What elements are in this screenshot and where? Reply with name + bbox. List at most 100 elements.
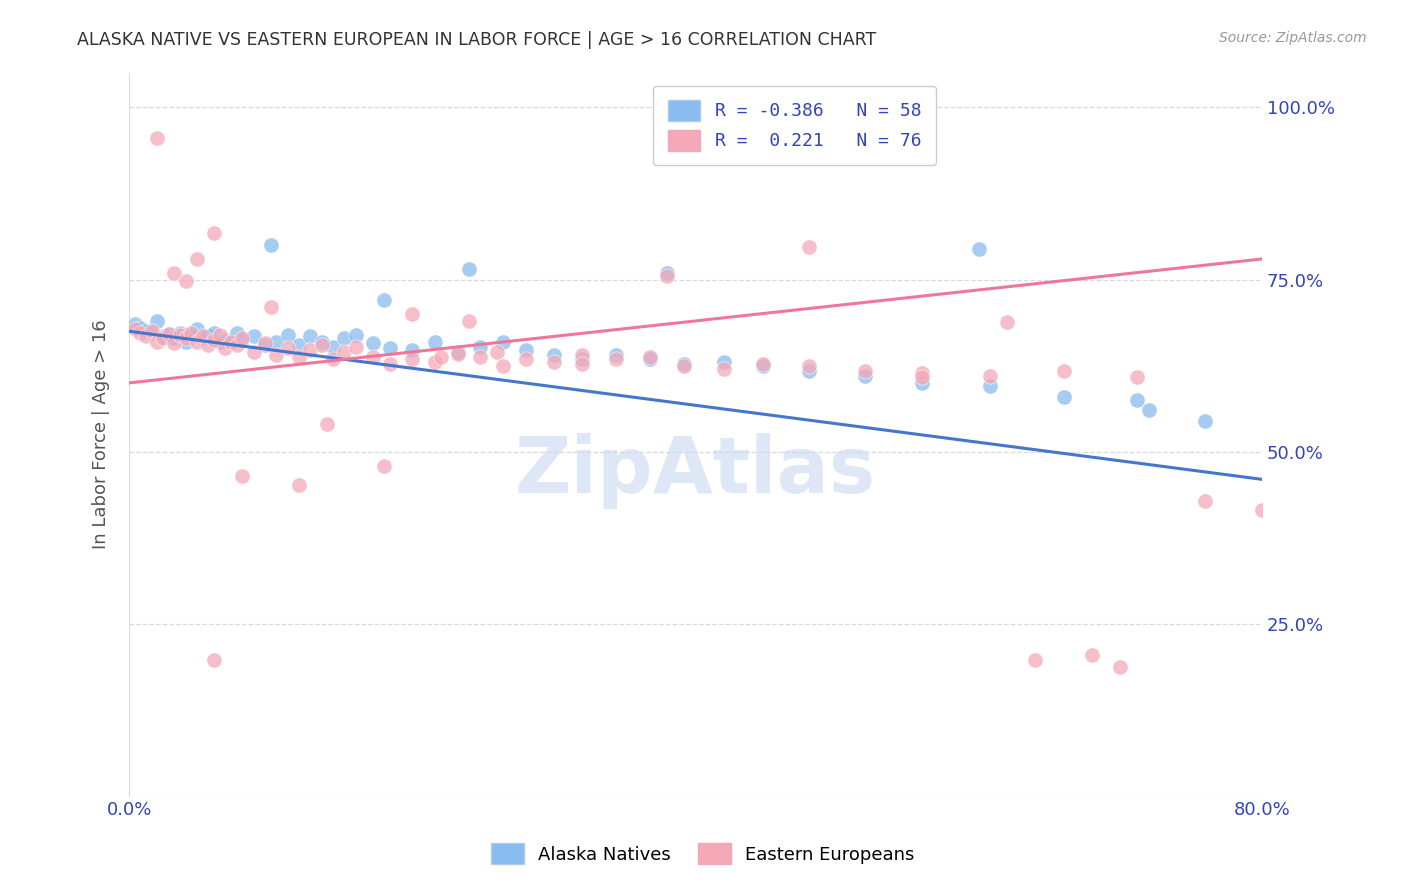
Point [979, 369, 1001, 384]
Point [174, 334, 197, 349]
Point [197, 329, 219, 343]
Point [288, 478, 311, 492]
Point [231, 333, 253, 347]
Point [638, 351, 661, 366]
Point [855, 363, 877, 377]
Point [299, 329, 322, 343]
Point [260, 238, 283, 252]
Point [446, 345, 468, 359]
Point [657, 269, 679, 284]
Point [1194, 494, 1216, 508]
Point [242, 345, 264, 359]
Point [186, 322, 208, 336]
Point [333, 345, 356, 359]
Point [129, 326, 152, 341]
Point [146, 334, 169, 349]
Point [219, 334, 242, 349]
Point [423, 355, 446, 369]
Point [174, 274, 197, 288]
Point [458, 314, 481, 328]
Point [571, 348, 593, 362]
Point [486, 345, 509, 359]
Point [141, 324, 163, 338]
Point [197, 338, 219, 352]
Point [492, 334, 515, 349]
Point [152, 331, 174, 345]
Point [1137, 403, 1160, 417]
Point [543, 355, 565, 369]
Point [1081, 648, 1104, 662]
Point [146, 314, 169, 328]
Point [202, 226, 225, 240]
Point [605, 348, 627, 362]
Point [277, 327, 299, 342]
Point [163, 266, 186, 280]
Point [429, 350, 451, 364]
Point [571, 351, 593, 366]
Point [752, 359, 775, 373]
Point [129, 321, 152, 335]
Point [242, 329, 264, 343]
Point [373, 458, 395, 473]
Point [1126, 370, 1149, 384]
Point [146, 131, 169, 145]
Point [225, 326, 247, 340]
Point [543, 348, 565, 362]
Point [299, 343, 322, 357]
Point [1109, 659, 1132, 673]
Point [673, 359, 696, 373]
Point [163, 331, 186, 345]
Legend: Alaska Natives, Eastern Europeans: Alaska Natives, Eastern Europeans [477, 829, 929, 879]
Point [470, 340, 492, 354]
Point [266, 334, 288, 349]
Point [135, 329, 157, 343]
Point [135, 324, 157, 338]
Point [202, 653, 225, 667]
Point [157, 326, 180, 341]
Point [571, 357, 593, 371]
Point [169, 327, 191, 342]
Point [657, 266, 679, 280]
Point [361, 335, 384, 350]
Text: Source: ZipAtlas.com: Source: ZipAtlas.com [1219, 31, 1367, 45]
Point [423, 334, 446, 349]
Point [152, 329, 174, 343]
Point [191, 329, 214, 343]
Point [214, 342, 236, 356]
Point [208, 334, 231, 349]
Point [288, 338, 311, 352]
Text: ZipAtlas: ZipAtlas [515, 433, 876, 508]
Point [231, 469, 253, 483]
Point [638, 350, 661, 364]
Point [673, 357, 696, 371]
Legend: R = -0.386   N = 58, R =  0.221   N = 76: R = -0.386 N = 58, R = 0.221 N = 76 [654, 86, 935, 165]
Point [1024, 653, 1046, 667]
Point [311, 334, 333, 349]
Point [797, 359, 820, 373]
Point [163, 335, 186, 350]
Point [458, 262, 481, 277]
Point [911, 370, 934, 384]
Point [378, 357, 401, 371]
Point [492, 359, 515, 373]
Point [253, 335, 276, 350]
Point [515, 351, 537, 366]
Point [180, 327, 202, 342]
Point [401, 351, 423, 366]
Point [855, 369, 877, 384]
Point [446, 347, 468, 361]
Point [214, 333, 236, 347]
Point [208, 327, 231, 342]
Point [288, 350, 311, 364]
Point [344, 340, 367, 354]
Point [911, 366, 934, 380]
Point [1053, 390, 1076, 404]
Point [713, 362, 735, 376]
Point [967, 242, 990, 256]
Point [277, 342, 299, 356]
Point [180, 326, 202, 341]
Y-axis label: In Labor Force | Age > 16: In Labor Force | Age > 16 [93, 319, 110, 549]
Point [124, 318, 146, 332]
Point [515, 343, 537, 357]
Point [191, 331, 214, 345]
